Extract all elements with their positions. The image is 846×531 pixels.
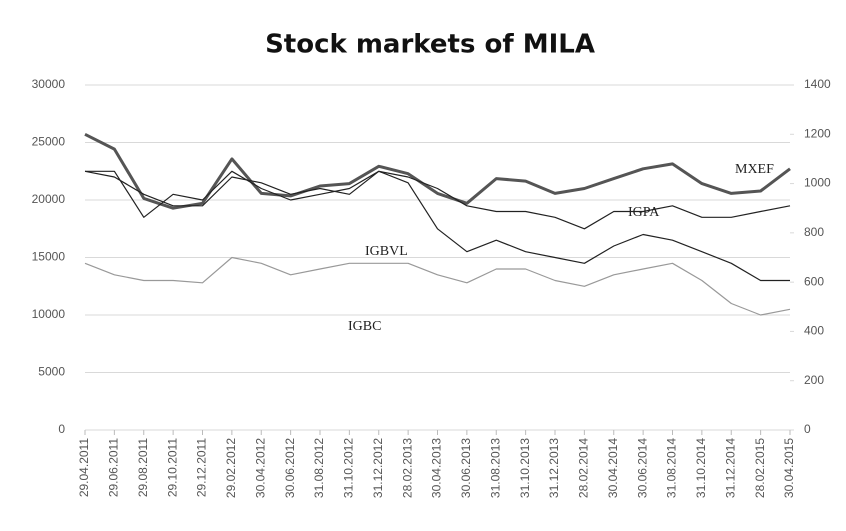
y-tick-label: 10000: [32, 307, 66, 321]
x-tick-label: 31.12.2012: [371, 438, 385, 498]
y2-tick-label: 0: [804, 422, 811, 436]
x-tick-label: 30.04.2012: [253, 438, 267, 498]
y2-tick-label: 400: [804, 324, 824, 338]
y-tick-label: 20000: [32, 192, 66, 206]
x-tick-label: 29.10.2011: [165, 438, 179, 497]
x-tick-label: 30.04.2015: [782, 438, 796, 498]
x-tick-label: 29.12.2011: [195, 438, 209, 497]
x-tick-label: 31.12.2013: [547, 438, 561, 498]
y2-tick-label: 1400: [804, 77, 831, 91]
y2-tick-label: 1200: [804, 126, 831, 140]
x-tick-label: 29.08.2011: [136, 438, 150, 497]
series-line: [84, 256, 791, 316]
y2-tick-label: 600: [804, 274, 824, 288]
x-tick-label: 31.08.2012: [312, 438, 326, 498]
x-tick-label: 28.02.2015: [753, 438, 767, 498]
x-tick-label: 30.06.2014: [635, 438, 649, 498]
x-tick-label: 31.08.2013: [488, 438, 502, 498]
x-tick-label: 28.02.2013: [400, 438, 414, 498]
x-tick-label: 28.02.2014: [577, 438, 591, 498]
x-tick-label: 29.02.2012: [224, 438, 238, 498]
x-tick-label: 31.08.2014: [665, 438, 679, 498]
x-tick-label: 31.10.2012: [342, 438, 356, 498]
series-line: [84, 170, 791, 230]
x-tick-label: 30.06.2013: [459, 438, 473, 498]
x-tick-label: 31.10.2014: [694, 438, 708, 498]
x-tick-label: 31.12.2014: [723, 438, 737, 498]
series-label: IGBVL: [365, 244, 408, 259]
series-line: [85, 170, 790, 282]
series-label: MXEF: [735, 162, 774, 177]
x-tick-label: 30.04.2014: [606, 438, 620, 498]
y-tick-label: 15000: [32, 250, 66, 264]
y-tick-label: 30000: [32, 77, 66, 91]
y-tick-label: 5000: [38, 365, 65, 379]
series-label: IGPA: [628, 205, 660, 220]
y-tick-label: 0: [58, 422, 65, 436]
y2-tick-label: 1000: [804, 176, 831, 190]
x-tick-label: 29.04.2011: [77, 438, 91, 497]
x-tick-label: 30.06.2012: [283, 438, 297, 498]
chart-title: Stock markets of MILA: [265, 30, 595, 60]
x-tick-label: 31.10.2013: [518, 438, 532, 498]
x-tick-label: 29.06.2011: [107, 438, 121, 497]
y2-tick-label: 800: [804, 225, 824, 239]
y-tick-label: 25000: [32, 135, 66, 149]
series-label: IGBC: [348, 319, 381, 334]
x-tick-label: 30.04.2013: [430, 438, 444, 498]
y2-tick-label: 200: [804, 373, 824, 387]
series-line: [84, 132, 791, 210]
